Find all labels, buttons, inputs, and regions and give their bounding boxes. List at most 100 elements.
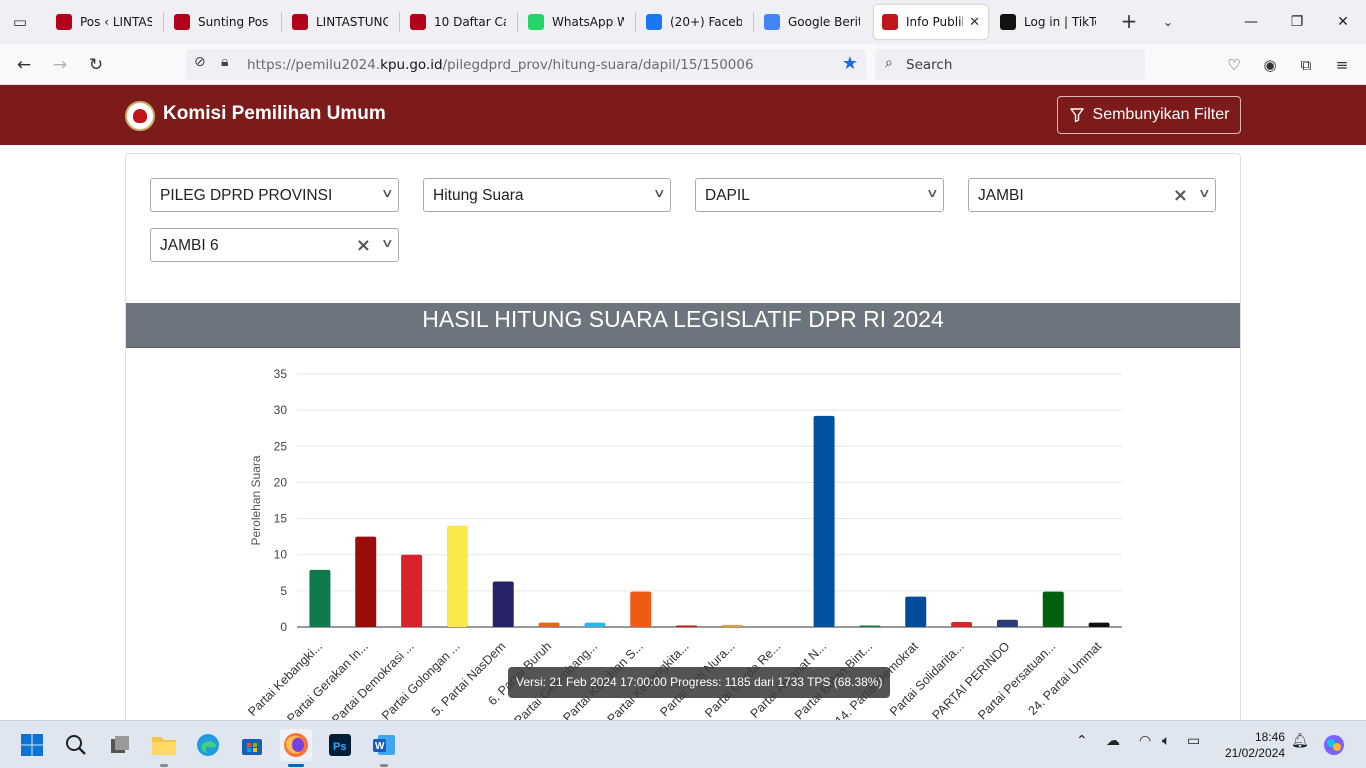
browser-tab[interactable]: Pos ‹ LINTASTU [48,5,160,39]
kpu-favicon-icon [882,14,898,30]
search-placeholder: Search [906,57,953,73]
word-icon: W [373,735,395,755]
y-tick-label: 35 [274,367,288,381]
bar[interactable] [401,554,423,627]
pocket-icon[interactable]: ♡ [1227,56,1241,74]
new-tab-button[interactable]: + [1120,9,1138,33]
search-bar[interactable]: ⌕ Search [875,49,1145,80]
province-select[interactable]: JAMBI × ∨ [968,178,1216,212]
show-hidden-icons-icon[interactable]: ⌃ [1076,733,1088,749]
list-all-tabs-button[interactable]: ⌄ [1162,15,1174,29]
count-type-value: Hitung Suara [433,187,524,204]
bar[interactable] [355,536,377,627]
tab-label: Info Publik [906,15,964,29]
bar[interactable] [584,622,606,627]
back-button[interactable]: ← [16,55,32,75]
tab-label: WhatsApp Web [552,15,624,29]
level-select[interactable]: DAPIL ∨ [695,178,944,212]
lintas-favicon-icon [410,14,426,30]
bar[interactable] [905,596,927,627]
browser-tab[interactable]: LINTASTUNGKAL [284,5,396,39]
url-bar[interactable]: ⊘ 🔒︎ https://pemilu2024.kpu.go.id/pilegd… [186,49,866,80]
firefox-button[interactable] [280,729,312,767]
running-indicator [380,764,388,767]
bar[interactable] [309,569,331,627]
browser-tab[interactable]: Log in | TikTok [992,5,1104,39]
task-view-button[interactable] [104,729,136,761]
account-icon[interactable]: ◉ [1263,56,1277,74]
chevron-down-icon: ∨ [381,236,395,250]
whatsapp-icon [528,14,544,30]
bar[interactable] [676,625,698,627]
tracking-protection-icon[interactable]: ⊘ [194,54,206,70]
close-window-icon[interactable]: ✕ [1337,14,1349,30]
chevron-down-icon: ∨ [926,186,940,200]
folder-icon [152,737,176,755]
kpu-logo[interactable] [125,101,155,131]
bar[interactable] [630,591,652,627]
election-type-select[interactable]: PILEG DPRD PROVINSI ∨ [150,178,399,212]
browser-tab[interactable]: Info Publik ✕ [874,5,988,39]
edge-button[interactable] [192,729,224,761]
store-button[interactable] [236,729,268,761]
minimize-window-icon[interactable]: — [1244,14,1258,30]
google-news-icon [764,14,780,30]
bar[interactable] [1088,622,1110,627]
photoshop-button[interactable]: Ps [324,729,356,761]
wifi-icon[interactable]: ◠ [1139,733,1152,749]
lock-icon[interactable]: 🔒︎ [221,54,229,70]
battery-icon[interactable]: ▭ [1187,733,1201,749]
hide-filter-button[interactable]: Sembunyikan Filter [1057,96,1241,134]
system-clock[interactable]: 18:46 21/02/2024 [1210,729,1285,761]
bar[interactable] [951,621,973,627]
tab-list-icon[interactable]: ▭ [12,13,28,31]
notification-bell-icon[interactable]: 🔔︎ [1291,733,1309,749]
bar[interactable] [1042,591,1064,627]
y-tick-label: 30 [274,403,288,417]
bookmark-star-icon[interactable]: ★ [841,53,858,74]
dapil-select[interactable]: JAMBI 6 × ∨ [150,228,399,262]
svg-text:W: W [375,741,385,752]
svg-text:Ps: Ps [333,741,346,753]
bar[interactable] [492,581,514,627]
forward-button[interactable]: → [52,55,68,75]
browser-tab[interactable]: (20+) Facebook [638,5,750,39]
x-tick-label: Partai Kebangki... [245,639,325,719]
edge-icon [197,734,219,756]
browser-tab[interactable]: WhatsApp Web [520,5,632,39]
running-indicator [160,764,168,767]
bar[interactable] [446,525,468,627]
search-icon [66,735,86,755]
bar[interactable] [813,415,835,627]
file-explorer-button[interactable] [148,729,180,767]
lintas-favicon-icon [56,14,72,30]
y-tick-label: 20 [274,475,288,489]
reload-button[interactable]: ↻ [88,55,104,75]
menu-icon[interactable]: ≡ [1335,56,1349,74]
browser-tab[interactable]: Sunting Pos ‹ L [166,5,278,39]
bar[interactable] [859,625,881,627]
tab-separator [635,12,636,32]
clear-selection-icon[interactable]: × [1172,185,1188,206]
bar[interactable] [721,624,743,627]
clock-date: 21/02/2024 [1224,746,1285,760]
extensions-icon[interactable]: ⧉ [1300,56,1312,74]
close-tab-icon[interactable]: ✕ [969,14,980,30]
search-taskbar-button[interactable] [60,729,92,761]
lintas-favicon-icon [292,14,308,30]
bar[interactable] [538,622,560,627]
copilot-button[interactable] [1318,729,1350,761]
browser-tab[interactable]: Google Berita [756,5,868,39]
onedrive-icon[interactable]: ☁ [1106,733,1120,749]
site-title[interactable]: Komisi Pemilihan Umum [163,103,386,124]
start-button[interactable] [16,729,48,761]
count-type-select[interactable]: Hitung Suara ∨ [423,178,671,212]
volume-icon[interactable]: 🔈︎ [1162,733,1171,749]
bar[interactable] [996,619,1018,627]
clear-selection-icon[interactable]: × [355,235,371,256]
filter-card: PILEG DPRD PROVINSI ∨ Hitung Suara ∨ DAP… [125,153,1241,768]
restore-window-icon[interactable]: ❐ [1290,14,1304,30]
version-progress-tooltip: Versi: 21 Feb 2024 17:00:00 Progress: 11… [508,667,891,698]
browser-tab[interactable]: 10 Daftar Caleg [402,5,514,39]
word-button[interactable]: W [368,729,400,767]
